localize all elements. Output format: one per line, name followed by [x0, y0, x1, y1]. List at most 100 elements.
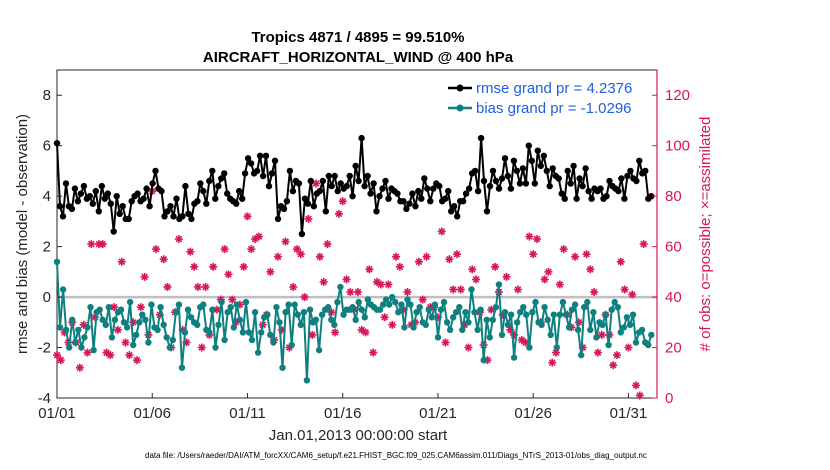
- obs-marker-stroke: [442, 339, 449, 346]
- bias-point: [422, 321, 429, 328]
- rmse-point: [331, 172, 338, 180]
- rmse-point: [615, 187, 622, 195]
- chart-subtitle: AIRCRAFT_HORIZONTAL_WIND @ 400 hPa: [203, 49, 514, 66]
- rmse-point: [322, 208, 329, 215]
- bias-point: [126, 298, 134, 306]
- y-right-tick-label: 100: [665, 138, 690, 155]
- obs-marker: [586, 265, 595, 274]
- rmse-point: [143, 185, 150, 192]
- obs-marker: [53, 351, 61, 360]
- bias-point: [276, 319, 283, 326]
- obs-marker-stroke: [297, 250, 305, 258]
- obs-marker: [513, 285, 522, 294]
- x-tick-label: 01/16: [324, 405, 362, 422]
- obs-marker: [521, 338, 530, 347]
- bias-point: [72, 339, 79, 346]
- rmse-point: [579, 182, 586, 190]
- legend-rmse-label: rmse grand pr = 4.2376: [476, 80, 632, 97]
- bias-point: [294, 311, 301, 318]
- obs-marker-stroke: [152, 245, 160, 253]
- bias-point: [620, 324, 628, 331]
- obs-marker: [113, 325, 122, 334]
- rmse-point: [364, 172, 371, 180]
- bias-point: [565, 324, 573, 331]
- obs-marker: [395, 262, 404, 271]
- obs-marker: [201, 282, 210, 291]
- y-tick-label: -2: [38, 340, 51, 357]
- rmse-point: [262, 152, 270, 159]
- rmse-point: [146, 203, 153, 210]
- obs-marker-stroke: [522, 339, 529, 346]
- x-tick-label: 01/21: [419, 405, 457, 422]
- rmse-point: [627, 167, 634, 175]
- obs-marker-stroke: [346, 288, 354, 296]
- obs-marker: [548, 358, 557, 367]
- rmse-point: [206, 177, 213, 185]
- obs-marker-stroke: [175, 235, 183, 243]
- obs-marker-stroke: [548, 359, 556, 367]
- rmse-point: [474, 187, 482, 195]
- bias-point: [571, 301, 579, 308]
- obs-marker-stroke: [118, 258, 126, 266]
- rmse-point: [197, 180, 204, 187]
- bias-point: [87, 304, 94, 311]
- rmse-point: [256, 152, 264, 159]
- obs-marker-stroke: [186, 248, 194, 256]
- bias-point: [434, 334, 442, 341]
- bias-point: [507, 311, 515, 318]
- obs-marker: [300, 293, 309, 302]
- bias-point: [352, 316, 359, 323]
- bias-point: [148, 301, 155, 308]
- bias-point: [556, 311, 564, 318]
- obs-marker-stroke: [331, 329, 339, 336]
- rmse-point: [454, 213, 461, 220]
- y-right-tick-label: 60: [665, 239, 682, 256]
- rmse-point: [462, 190, 470, 197]
- bias-point: [300, 309, 308, 316]
- bias-point: [245, 329, 253, 336]
- data-file-footer: data file: /Users/raeder/DAI/ATM_forcXX/…: [145, 451, 647, 460]
- rmse-point: [116, 210, 123, 217]
- obs-marker-stroke: [628, 291, 636, 298]
- bias-point: [501, 309, 509, 316]
- obs-marker: [106, 351, 115, 360]
- obs-marker: [456, 285, 465, 294]
- rmse-point: [504, 172, 512, 180]
- bias-point: [355, 298, 362, 306]
- bias-point: [477, 306, 484, 313]
- bias-point: [157, 304, 164, 311]
- obs-marker: [163, 282, 172, 291]
- rmse-point: [218, 175, 225, 182]
- rmse-point: [265, 182, 273, 190]
- rmse-point: [310, 203, 317, 210]
- rmse-point: [633, 177, 640, 185]
- obs-marker-stroke: [282, 238, 289, 245]
- obs-marker: [209, 262, 218, 271]
- rmse-point: [430, 185, 437, 192]
- bias-point: [395, 309, 402, 316]
- bias-point: [105, 304, 113, 311]
- rmse-point: [140, 195, 147, 202]
- obs-marker-stroke: [377, 281, 385, 288]
- bias-point: [471, 309, 478, 316]
- obs-marker: [304, 214, 313, 223]
- obs-marker: [464, 343, 473, 352]
- obs-marker-stroke: [453, 250, 461, 258]
- legend-bias-marker: [456, 104, 464, 112]
- bias-point: [218, 298, 225, 306]
- bias-point: [206, 329, 213, 336]
- obs-marker-stroke: [541, 276, 548, 283]
- rmse-point: [53, 140, 61, 147]
- rmse-point: [642, 167, 649, 175]
- obs-marker-stroke: [560, 245, 568, 253]
- obs-marker-stroke: [621, 286, 628, 293]
- obs-marker-stroke: [632, 382, 640, 389]
- rmse-point: [537, 162, 544, 170]
- bias-point: [379, 301, 387, 308]
- obs-marker-stroke: [213, 306, 221, 314]
- rmse-point: [86, 193, 94, 200]
- bias-point: [614, 304, 621, 311]
- obs-marker-stroke: [526, 233, 533, 240]
- bias-point: [242, 298, 250, 306]
